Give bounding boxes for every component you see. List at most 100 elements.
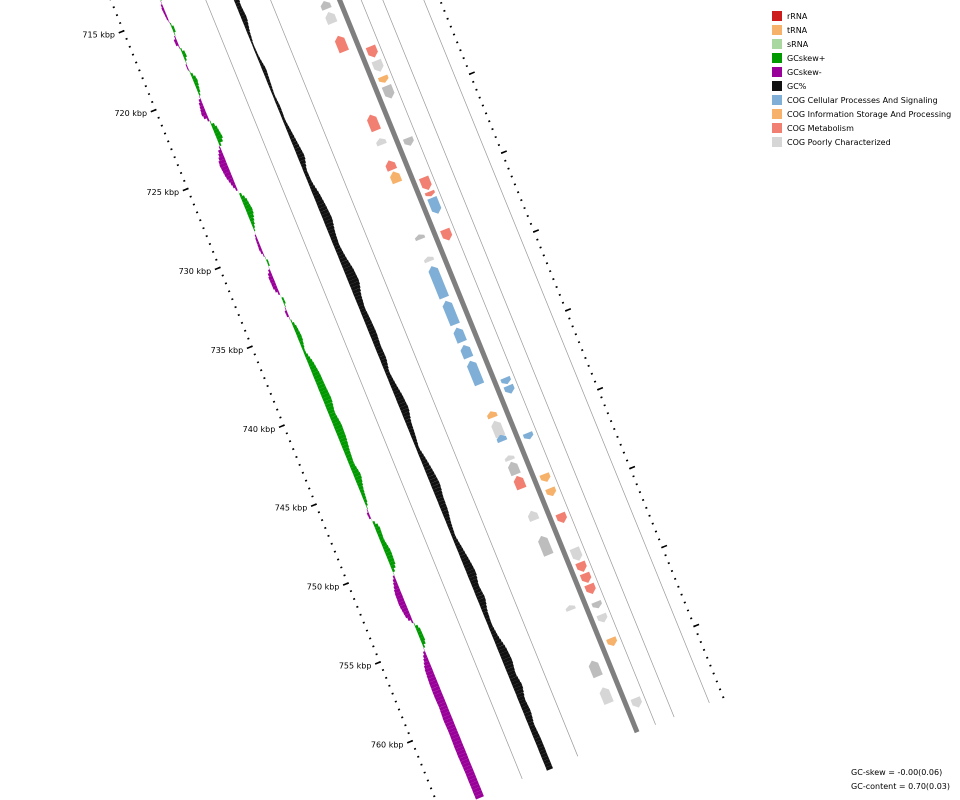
- minor-tick: [173, 156, 176, 159]
- gc-content-bar: [453, 538, 459, 544]
- gc-content-bar: [540, 752, 548, 759]
- gene-info-storage: [539, 472, 551, 482]
- gc-skew-negative-bar: [474, 793, 484, 800]
- gc-content-bar: [372, 339, 380, 345]
- gc-content-bar: [464, 565, 474, 572]
- gc-content-bar: [513, 685, 524, 692]
- gc-skew-negative-bar: [277, 291, 281, 296]
- gc-content-bar: [241, 17, 248, 23]
- gc-content-bar: [262, 68, 268, 74]
- minor-tick: [712, 672, 715, 675]
- minor-tick: [160, 124, 164, 127]
- gc-content-bar: [532, 733, 540, 740]
- gc-skew-positive-bar: [350, 465, 358, 472]
- gc-content-bar: [407, 424, 414, 430]
- gc-skew-positive-bar: [353, 471, 361, 478]
- gc-content-bar: [543, 758, 551, 765]
- minor-tick: [272, 400, 276, 403]
- minor-tick: [484, 112, 488, 115]
- gc-content-bar: [496, 644, 506, 651]
- major-tick: [661, 544, 668, 549]
- gc-skew-negative-bar: [435, 695, 445, 702]
- gc-skew-positive-bar: [310, 367, 319, 374]
- gc-content-bar: [257, 56, 261, 61]
- legend-swatch: [772, 95, 782, 105]
- gc-content-bar: [404, 418, 412, 424]
- gc-skew-negative-bar: [168, 19, 170, 24]
- gc-skew-positive-bar: [375, 526, 381, 532]
- gc-content-bar: [305, 176, 311, 181]
- gene-poorly: [376, 138, 387, 147]
- minor-tick: [295, 455, 298, 459]
- minor-tick: [600, 396, 603, 399]
- gc-skew-negative-bar: [198, 102, 204, 107]
- gc-content-bar: [452, 535, 457, 541]
- gene-metabolism: [584, 582, 596, 594]
- minor-tick: [243, 329, 247, 332]
- minor-tick: [115, 14, 119, 17]
- major-tick: [532, 229, 540, 233]
- gc-skew-negative-bar: [457, 752, 468, 759]
- gc-skew-negative-bar: [455, 745, 465, 753]
- gc-content-bar: [416, 447, 421, 452]
- gc-content-bar: [329, 231, 337, 238]
- legend-label: GC%: [787, 81, 807, 91]
- legend-item: COG Poorly Characterized: [772, 135, 951, 149]
- legend-item: GCskew+: [772, 51, 951, 65]
- minor-tick: [433, 795, 436, 798]
- gc-content-bar: [326, 225, 335, 231]
- minor-tick: [311, 495, 314, 498]
- minor-tick: [397, 708, 401, 711]
- minor-tick: [275, 408, 279, 411]
- gc-skew-positive-bar: [419, 636, 426, 642]
- minor-tick: [577, 341, 581, 344]
- gc-skew-negative-bar: [399, 603, 407, 610]
- gc-skew-negative-bar: [185, 64, 188, 68]
- gc-skew-negative-bar: [286, 313, 290, 318]
- gc-content-bar: [525, 714, 533, 721]
- minor-tick: [308, 487, 311, 490]
- gc-skew-positive-bar: [417, 630, 423, 636]
- gc-skew-negative-bar: [467, 774, 477, 781]
- gc-content-bar: [258, 59, 263, 64]
- legend-swatch: [772, 137, 782, 147]
- gc-skew-negative-bar: [366, 509, 369, 513]
- gc-skew-negative-bar: [442, 714, 452, 721]
- gc-skew-positive-bar: [312, 370, 320, 377]
- gc-content-bar: [313, 193, 322, 200]
- gc-skew-negative-bar: [395, 594, 404, 600]
- tick-label: 720 kbp: [114, 109, 147, 118]
- gene-poorly: [414, 234, 426, 242]
- minor-tick: [179, 171, 183, 175]
- gene-metabolism: [385, 160, 398, 172]
- gc-skew-negative-bar: [446, 723, 456, 731]
- gene-metabolism: [555, 511, 567, 523]
- gc-content-bar: [243, 21, 249, 26]
- gc-content-bar: [335, 247, 343, 254]
- gc-skew-positive-bar: [364, 502, 368, 506]
- gc-content-bar: [432, 486, 442, 493]
- minor-tick: [240, 321, 244, 324]
- minor-tick: [343, 574, 346, 577]
- gc-skew-positive-bar: [377, 532, 383, 538]
- gc-content-bar: [288, 131, 294, 137]
- tick-label: 725 kbp: [147, 188, 180, 197]
- gc-skew-negative-bar: [232, 184, 237, 189]
- genome-backbone: [336, 0, 640, 734]
- gc-skew-positive-bar: [291, 322, 296, 327]
- gc-content-bar: [502, 656, 512, 664]
- gc-content-bar: [430, 480, 440, 487]
- gc-content-bar: [426, 471, 435, 478]
- legend-item: GC%: [772, 79, 951, 93]
- gc-skew-negative-bar: [174, 35, 177, 40]
- gc-content-bar: [371, 335, 379, 342]
- gc-content-bar: [484, 614, 490, 620]
- gc-skew-negative-bar: [423, 648, 425, 652]
- minor-tick: [587, 364, 590, 367]
- gc-content-bar: [385, 371, 391, 377]
- gc-skew-negative-bar: [234, 187, 238, 191]
- gc-content-bar: [541, 755, 550, 762]
- gc-skew-positive-bar: [298, 337, 304, 342]
- gc-skew-negative-bar: [465, 771, 475, 778]
